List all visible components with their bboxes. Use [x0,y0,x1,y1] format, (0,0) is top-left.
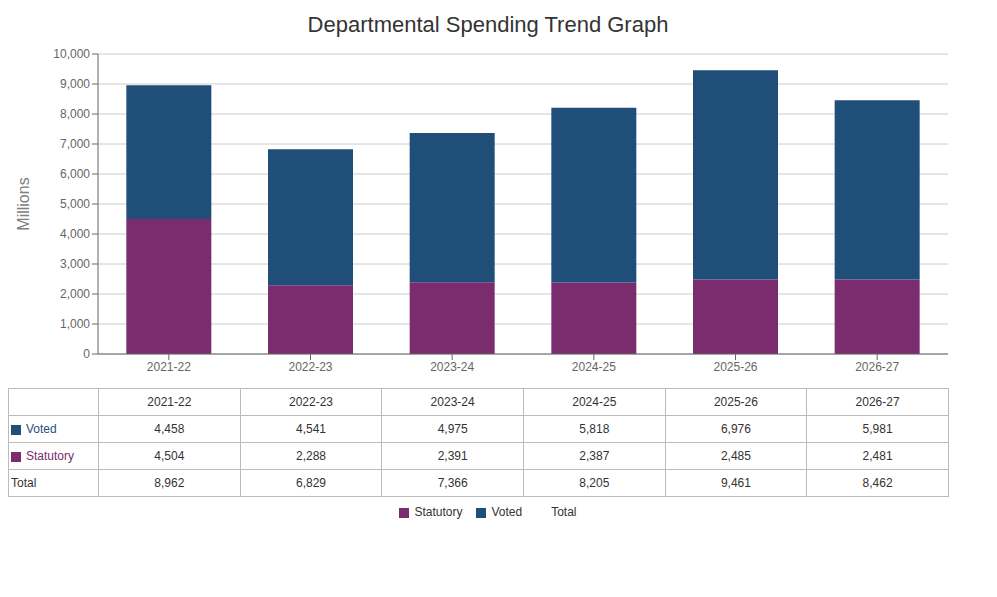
html-text:Total: Total [551,505,577,519]
svg-text:2024-25: 2024-25 [572,360,616,374]
html-text:7,366: 7,366 [437,476,468,490]
svg-text:2,000: 2,000 [60,287,90,301]
svg-text:7,000: 7,000 [60,137,90,151]
svg-text:8,000: 8,000 [60,107,90,121]
svg-text:4,000: 4,000 [60,227,90,241]
svg-text:1,000: 1,000 [60,317,90,331]
html-text:2022-23: 2022-23 [289,395,333,409]
html-text:Statutory: Statutory [414,505,463,519]
html-text:6,976: 6,976 [720,422,751,436]
svg-text:2025-26: 2025-26 [713,360,757,374]
html-text:2026-27: 2026-27 [855,395,900,409]
svg-text:2026-27: 2026-27 [855,360,899,374]
html-text:5,981: 5,981 [862,422,893,436]
svg-text:5,000: 5,000 [60,197,90,211]
html-text:Departmental Spending Trend Gr: Departmental Spending Trend Graph [307,12,669,37]
html-text:4,975: 4,975 [437,422,468,436]
html-text:2,387: 2,387 [579,449,610,463]
html-text:Total: Total [11,476,37,490]
html-text:2023-24: 2023-24 [430,395,475,409]
html-text:Statutory: Statutory [26,449,74,463]
html-text:2024-25: 2024-25 [572,395,617,409]
html-text:Voted: Voted [26,422,57,436]
svg-text:2021-22: 2021-22 [147,360,191,374]
html-text:9,461: 9,461 [720,476,751,490]
svg-text:9,000: 9,000 [60,77,90,91]
svg-text:2023-24: 2023-24 [430,360,474,374]
html-text:2,485: 2,485 [720,449,751,463]
html-text:2,288: 2,288 [296,449,326,463]
html-text:2,391: 2,391 [437,449,468,463]
svg-text:0: 0 [83,347,90,361]
html-text:2025-26: 2025-26 [713,395,758,409]
html-text:8,462: 8,462 [862,476,893,490]
svg-text:2022-23: 2022-23 [288,360,332,374]
html-text:6,829: 6,829 [296,476,326,490]
html-text:4,458: 4,458 [154,422,185,436]
html-text:4,541: 4,541 [296,422,326,436]
svg-text:6,000: 6,000 [60,167,90,181]
html-text:Voted: Voted [491,505,523,519]
svg-text:10,000: 10,000 [53,47,90,61]
svg-text:3,000: 3,000 [60,257,90,271]
html-text:2,481: 2,481 [862,449,893,463]
html-text:8,962: 8,962 [154,476,185,490]
html-text:4,504: 4,504 [154,449,185,463]
html-text:2021-22: 2021-22 [147,395,192,409]
html-text:8,205: 8,205 [579,476,610,490]
html-text:5,818: 5,818 [579,422,610,436]
svg-text:Millions: Millions [15,177,32,230]
